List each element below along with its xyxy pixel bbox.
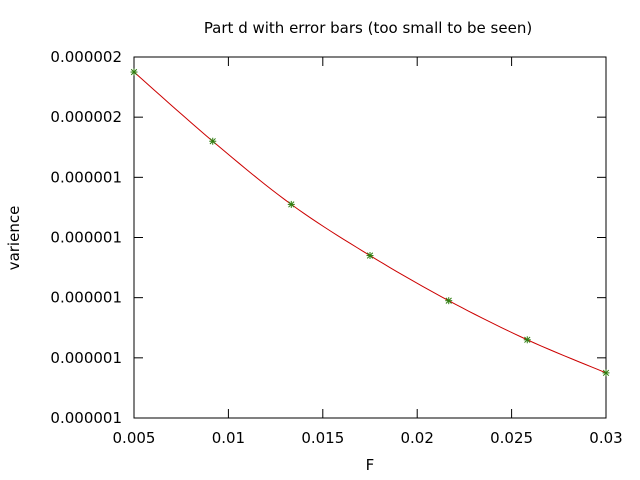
y-tick-label: 0.000001 [50,349,122,367]
data-point [287,200,295,208]
x-tick-label: 0.015 [301,429,344,447]
y-tick-label: 0.000002 [50,48,122,66]
chart-title: Part d with error bars (too small to be … [204,19,532,37]
x-tick-label: 0.025 [490,429,533,447]
data-point [523,336,531,344]
series-line [133,71,607,374]
plot-frame [133,56,607,419]
x-tick-label: 0.03 [589,429,622,447]
y-tick-label: 0.000001 [50,229,122,247]
y-tick-label: 0.000002 [50,108,122,126]
x-tick-label: 0.005 [113,429,156,447]
y-tick-label: 0.000001 [50,168,122,186]
y-tick-label: 0.000001 [50,289,122,307]
x-tick-label: 0.01 [212,429,245,447]
data-point [445,297,453,305]
x-tick-label: 0.02 [400,429,433,447]
y-tick-label: 0.000001 [50,409,122,427]
data-point [366,252,374,260]
data-point [602,369,610,377]
series-layer [130,68,610,377]
data-point [209,137,217,145]
x-axis-label: F [366,456,375,474]
y-axis-label: varience [5,206,23,271]
x-ticks: 0.005 0.01 0.015 0.02 0.025 0.03 [113,57,623,447]
y-ticks: 0.000001 0.000001 0.000001 0.000001 0.000001… [50,48,606,427]
data-point [130,68,138,76]
